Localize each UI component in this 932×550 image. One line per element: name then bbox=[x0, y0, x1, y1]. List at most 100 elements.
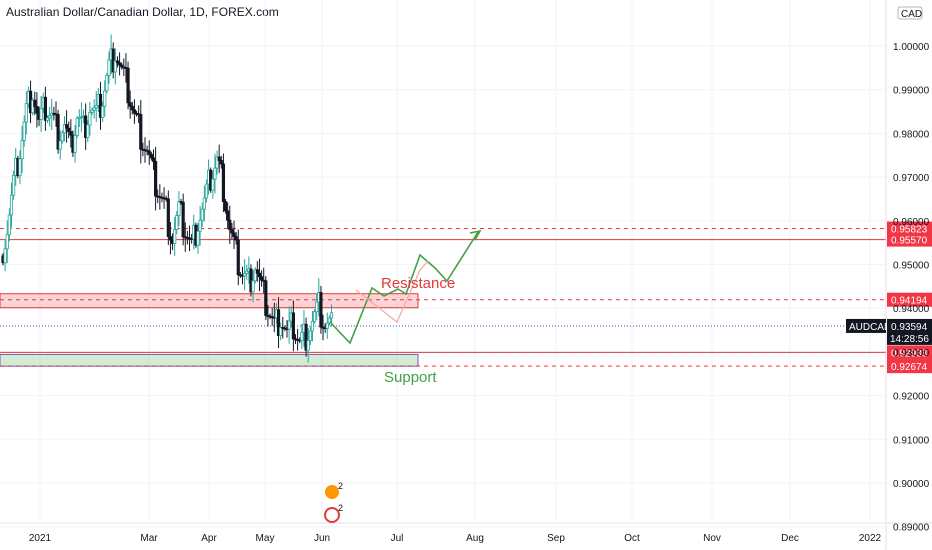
candle-body bbox=[115, 60, 120, 64]
grid bbox=[0, 0, 886, 528]
candle-body bbox=[329, 312, 334, 319]
candle-body bbox=[217, 156, 221, 161]
candle-body bbox=[264, 280, 268, 316]
candle-body bbox=[73, 135, 77, 153]
price-level-value: 0.95570 bbox=[891, 236, 928, 247]
support-zone bbox=[0, 353, 419, 367]
candles bbox=[1, 34, 334, 363]
candle-body bbox=[198, 219, 202, 232]
candle-body bbox=[215, 156, 219, 169]
y-tick-label: 0.99000 bbox=[893, 86, 930, 97]
candle-body bbox=[43, 96, 47, 121]
candle-body bbox=[204, 183, 209, 199]
candle-body bbox=[117, 62, 122, 66]
candle-body bbox=[276, 309, 281, 336]
candle-body bbox=[315, 301, 319, 313]
price-level-tag bbox=[887, 221, 932, 236]
candle-body bbox=[107, 59, 111, 76]
candle-body bbox=[219, 160, 223, 165]
candle-body bbox=[67, 127, 71, 133]
bullish-projection bbox=[329, 231, 479, 345]
candle-body bbox=[230, 229, 234, 234]
candle-body bbox=[154, 160, 158, 197]
candle-body bbox=[300, 331, 304, 341]
candle-body bbox=[196, 230, 200, 246]
candle-body bbox=[181, 201, 185, 238]
candle-body bbox=[236, 239, 240, 276]
y-tick-label: 0.93000 bbox=[893, 348, 930, 359]
candle-body bbox=[24, 103, 28, 123]
candle-body bbox=[147, 150, 151, 155]
candle-body bbox=[11, 174, 16, 196]
resistance-zone bbox=[0, 293, 419, 309]
countdown-value: 14:28:56 bbox=[890, 334, 929, 345]
candle-body bbox=[35, 106, 39, 114]
candle-body bbox=[308, 330, 312, 341]
candle-body bbox=[22, 121, 26, 141]
candle-body bbox=[149, 153, 153, 159]
candle-body bbox=[211, 178, 215, 191]
price-level-tag bbox=[887, 232, 932, 247]
candle-body bbox=[291, 312, 295, 340]
price-level-tag bbox=[887, 292, 932, 307]
x-tick-label: Mar bbox=[140, 533, 158, 544]
symbol-label: AUDCAD bbox=[849, 322, 891, 333]
candle-body bbox=[319, 292, 323, 328]
candle-body bbox=[255, 269, 259, 274]
y-tick-label: 0.89000 bbox=[893, 523, 930, 534]
candle-body bbox=[48, 115, 52, 119]
candle-body bbox=[126, 67, 130, 104]
event-flag-icon[interactable] bbox=[325, 485, 339, 499]
candle-body bbox=[88, 112, 92, 126]
candle-body bbox=[175, 215, 179, 230]
candle-body bbox=[228, 219, 232, 230]
candle-body bbox=[223, 201, 228, 212]
y-tick-label: 0.90000 bbox=[893, 479, 930, 490]
candle-body bbox=[130, 105, 134, 111]
candle-body bbox=[18, 158, 22, 177]
candle-body bbox=[253, 269, 257, 282]
candle-body bbox=[257, 272, 262, 278]
x-tick-label: Aug bbox=[466, 533, 484, 544]
event-calendar-icon[interactable] bbox=[324, 507, 340, 523]
event-count: 2 bbox=[338, 503, 343, 513]
candle-body bbox=[173, 229, 177, 244]
time-axis[interactable]: 2021 Mar Apr May Jun Jul Aug Sep Oct Nov Dec 2022 bbox=[0, 522, 932, 544]
price-level-value: 0.94194 bbox=[891, 296, 928, 307]
candle-body bbox=[33, 99, 37, 107]
price-axis[interactable]: 1.00000 0.99000 0.98000 0.97000 0.96000 0.950… bbox=[846, 0, 932, 550]
x-tick-label: Apr bbox=[201, 533, 217, 544]
annotations: Resistance Support bbox=[381, 275, 455, 386]
candle-body bbox=[3, 248, 7, 264]
candle-body bbox=[177, 201, 181, 216]
candle-body bbox=[103, 90, 107, 107]
candle-body bbox=[5, 234, 9, 250]
candle-body bbox=[69, 131, 73, 136]
projection-arrows bbox=[329, 229, 482, 345]
candle-body bbox=[243, 273, 247, 277]
price-level-value: 0.95823 bbox=[891, 225, 928, 236]
candle-body bbox=[90, 109, 94, 113]
candle-body bbox=[221, 163, 226, 202]
candle-body bbox=[101, 105, 105, 118]
candle-body bbox=[86, 124, 90, 138]
event-count: 2 bbox=[338, 481, 343, 491]
candle-body bbox=[279, 327, 283, 336]
symbol-tag bbox=[846, 318, 886, 333]
candle-body bbox=[139, 114, 143, 150]
candle-body bbox=[58, 140, 62, 150]
x-tick-label: Dec bbox=[781, 533, 799, 544]
candle-body bbox=[20, 139, 24, 160]
candle-body bbox=[251, 280, 255, 293]
event-badges[interactable]: 22 bbox=[324, 481, 343, 523]
candle-body bbox=[249, 268, 253, 293]
price-level-value: 0.92988 bbox=[891, 348, 928, 359]
y-tick-label: 0.92000 bbox=[893, 392, 930, 403]
candle-body bbox=[7, 214, 11, 236]
y-tick-label: 1.00000 bbox=[893, 42, 930, 53]
y-tick-label: 0.95000 bbox=[893, 261, 930, 272]
y-tick-label: 0.98000 bbox=[893, 129, 930, 140]
resistance-label: Resistance bbox=[381, 275, 455, 292]
